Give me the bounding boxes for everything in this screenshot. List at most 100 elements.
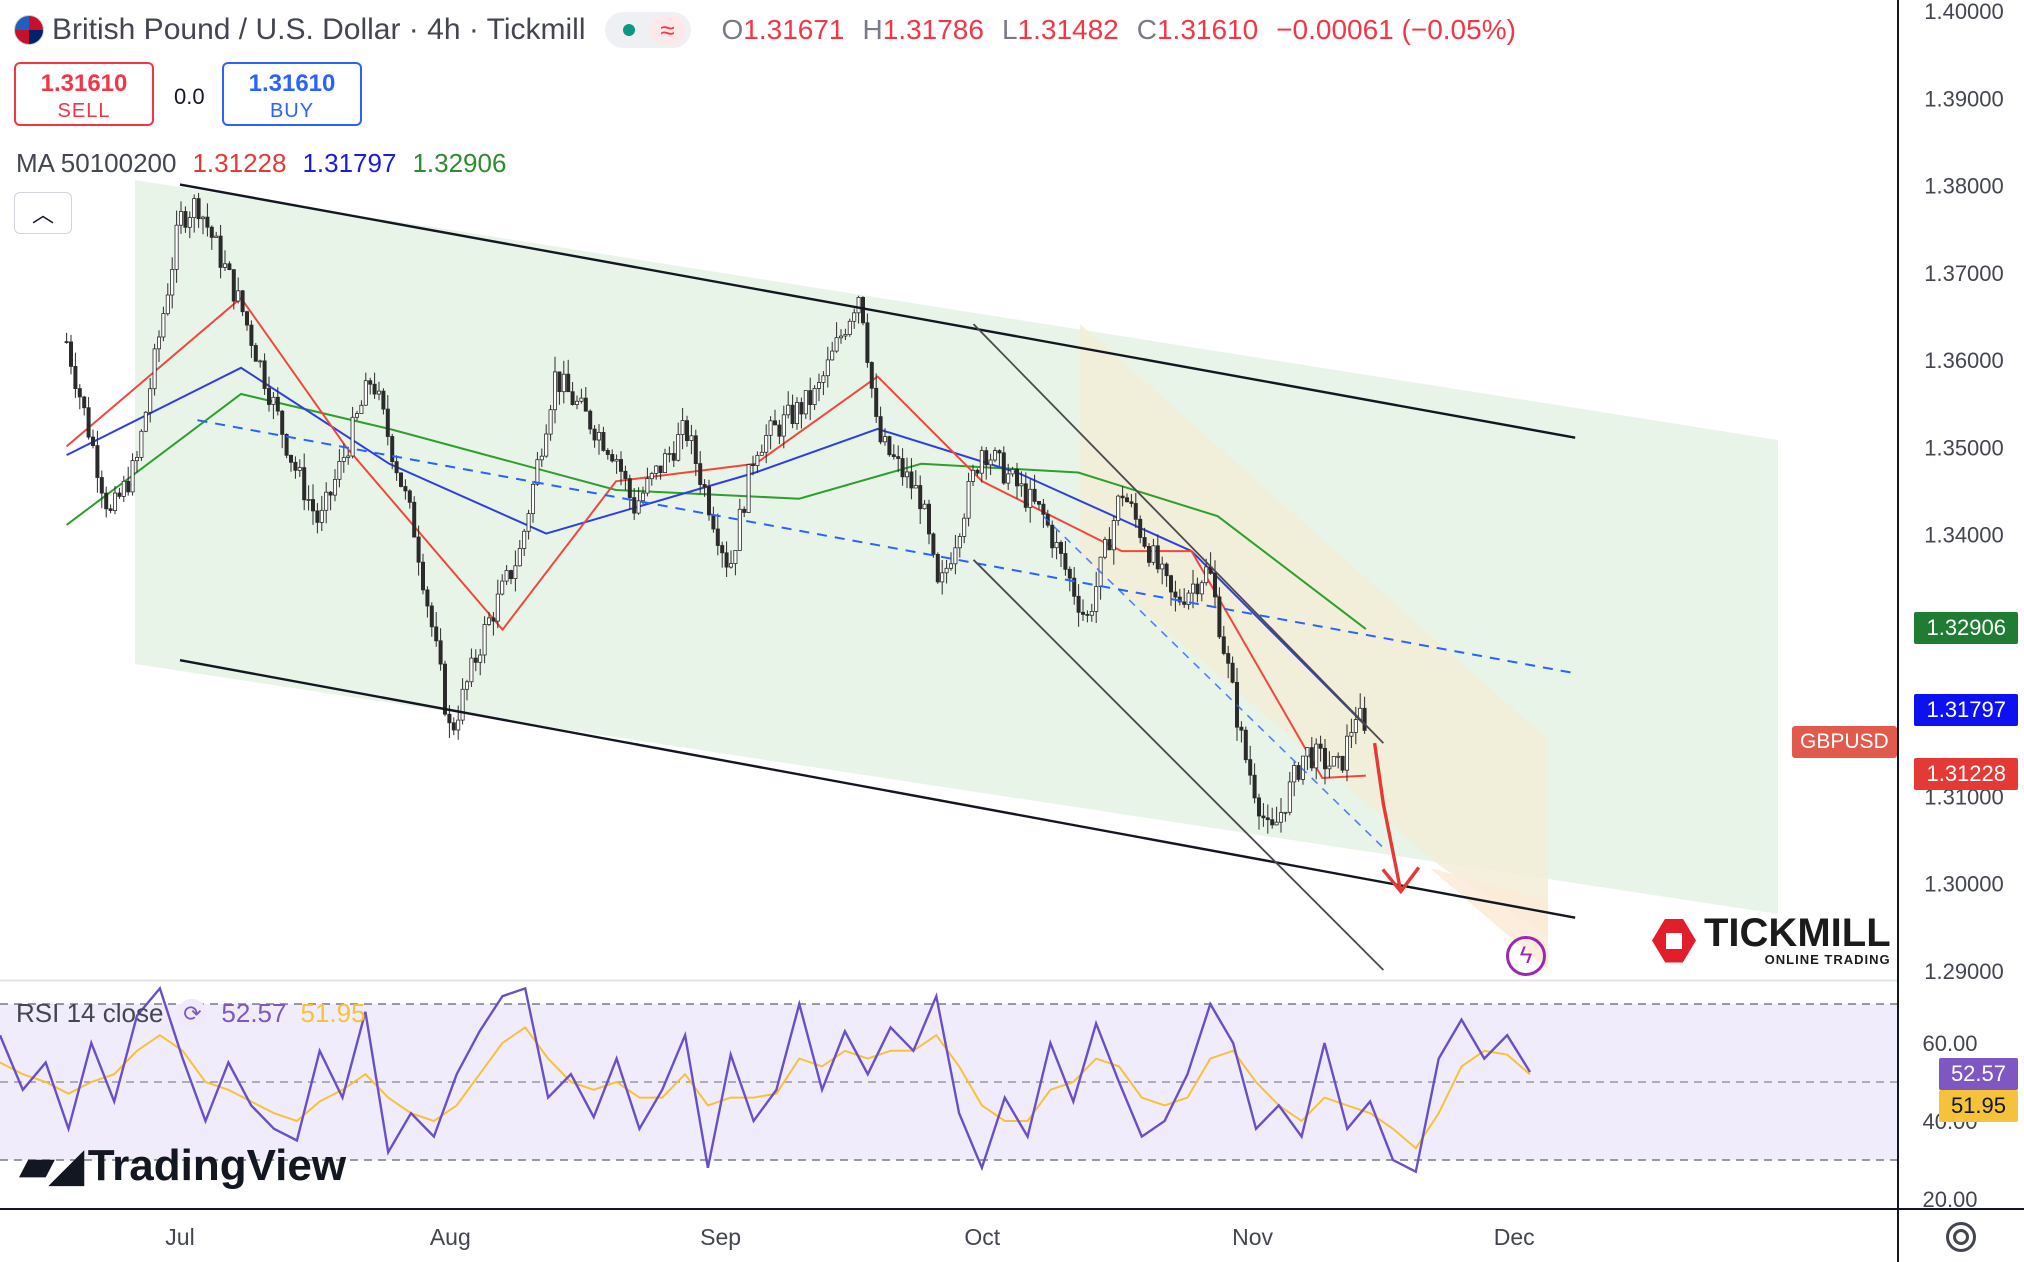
candle-body [192,198,197,219]
rsi-ma-value-tag: 51.95 [1938,1090,2018,1122]
candle-body [821,375,826,383]
candle-body [398,472,403,487]
candle-body [588,410,593,430]
candle-body [891,454,896,458]
forecast-arrowhead [1381,866,1421,895]
candle-body [244,311,249,326]
candle-body [856,296,861,314]
candle-body [1151,545,1156,563]
candle-body [645,478,650,494]
candle-body [1015,468,1020,487]
candle-body [1155,545,1160,570]
candle-body [297,467,302,471]
candle-body [82,396,87,409]
candle-body [99,477,104,494]
candle-body [1292,765,1297,783]
candle-body [724,552,729,568]
candle-body [416,536,421,563]
buy-price: 1.31610 [248,70,336,97]
candle-body [988,459,993,466]
ma200-price-tag: 1.32906 [1914,612,2018,644]
rsi-band [0,1004,1898,1160]
candle-body [663,453,668,474]
candle-body [258,360,263,363]
candle-body [425,589,430,607]
time-axis[interactable]: Jul Aug Sep Oct Nov Dec [165,1224,1534,1250]
candle-body [905,471,910,478]
candle-body [253,345,258,362]
candle-body [566,373,571,393]
symbol-title[interactable]: British Pound / U.S. Dollar · 4h · Tickm… [52,13,586,46]
candle-body [975,469,980,474]
candle-body [1032,488,1037,502]
candle-body [73,365,78,389]
candle-body [359,404,364,414]
wave-icon: ≈ [649,15,686,45]
candle-body [486,617,491,625]
ohlc-open: O1.31671 [721,14,845,45]
candle-body [517,548,522,567]
candle-body [1226,653,1231,664]
candle-body [152,348,157,390]
candle-body [1067,568,1072,579]
candle-body [786,404,791,416]
candle-body [1362,707,1367,731]
candle-body [1248,759,1253,776]
candle-body [605,449,610,455]
candle-body [887,436,892,456]
candle-body [698,463,703,485]
candle-body [447,713,452,724]
candle-body [909,471,914,489]
candle-body [319,509,324,523]
ma-legend[interactable]: MA 50100200 1.31228 1.31797 1.32906 [16,148,506,179]
sell-label: SELL [57,100,111,122]
lightning-icon[interactable]: ϟ [1506,936,1546,976]
candle-body [852,312,857,322]
candle-body [403,486,408,492]
candle-body [205,216,210,228]
candle-body [971,469,976,482]
rsi-legend[interactable]: RSI 14 close ⟳ 52.57 51.95 [16,998,366,1029]
green-dot-icon [611,15,647,45]
ma-legend-label: MA 50100200 [16,148,177,178]
candle-body [847,320,852,335]
candle-body [878,416,883,443]
price-axis[interactable]: 1.40000 1.39000 1.38000 1.37000 1.36000 1.350… [1924,0,2004,984]
candle-body [69,341,74,367]
candle-body [1041,503,1046,515]
candle-body [442,663,447,715]
buy-button[interactable]: 1.31610 BUY [222,62,362,126]
candle-body [1279,812,1284,823]
settings-gear-icon[interactable] [1946,1222,1976,1252]
candle-body [522,530,527,549]
candle-body [979,450,984,474]
buy-label: BUY [269,100,315,122]
candle-body [751,464,756,467]
candle-body [874,387,879,417]
sell-button[interactable]: 1.31610 SELL [14,62,154,126]
candle-body [1287,781,1292,813]
candle-body [183,211,188,228]
candle-body [1195,583,1200,595]
candle-body [531,483,536,514]
candle-body [1111,520,1116,551]
candle-body [1191,583,1196,594]
candle-body [702,484,707,488]
candle-body [508,570,513,580]
candle-body [1094,586,1099,612]
candle-body [156,336,161,350]
candle-body [561,373,566,393]
rsi-tick-label: 60.00 [1922,1031,1977,1056]
status-pill[interactable]: ≈ [605,12,692,48]
candle-body [715,528,720,546]
candle-body [1023,483,1028,508]
collapse-legend-button[interactable]: ︿ [14,192,72,234]
candle-body [839,335,844,339]
candle-body [597,431,602,441]
candle-body [623,470,628,479]
candle-body [240,290,245,313]
refresh-icon[interactable]: ⟳ [177,998,208,1029]
candle-body [1019,483,1024,487]
candle-body [368,380,373,385]
